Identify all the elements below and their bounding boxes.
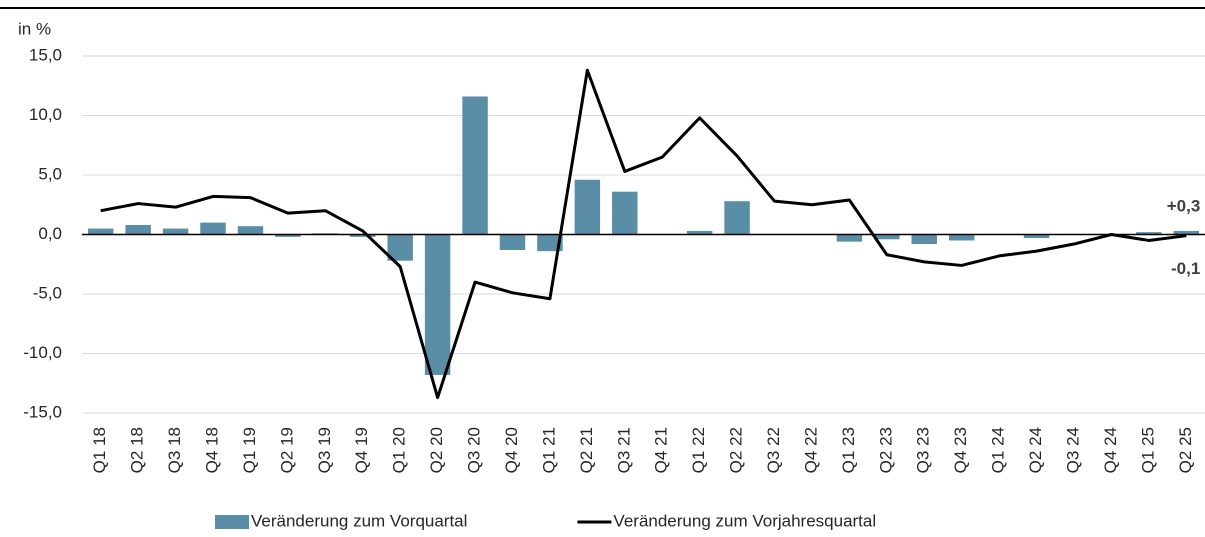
bar (948, 234, 975, 241)
x-tick-label: Q2 21 (577, 427, 596, 473)
x-tick-label: Q3 24 (1063, 427, 1082, 473)
x-tick-label: Q1 19 (240, 427, 259, 473)
bar (874, 234, 900, 240)
y-axis-label: in % (18, 19, 51, 38)
bar (1173, 230, 1200, 235)
legend-label: Veränderung zum Vorjahresquartal (613, 511, 876, 530)
x-tick-label: Q1 20 (390, 427, 409, 473)
x-tick-label: Q2 20 (427, 427, 446, 473)
bar (836, 234, 863, 242)
bar (87, 228, 114, 235)
bar (350, 234, 376, 237)
bar (1023, 234, 1050, 239)
y-tick-label: -10,0 (23, 343, 62, 362)
x-tick-label: Q3 18 (165, 427, 184, 473)
bar (686, 230, 713, 235)
x-tick-label: Q4 22 (801, 427, 820, 473)
bar (574, 179, 601, 235)
x-tick-label: Q2 22 (727, 427, 746, 473)
x-tick-label: Q4 21 (652, 427, 671, 473)
bar (612, 191, 638, 235)
y-tick-label: -15,0 (23, 402, 62, 421)
legend-swatch (215, 515, 249, 529)
x-tick-label: Q2 24 (1026, 427, 1045, 473)
line (100, 68, 1187, 400)
x-tick-label: Q1 21 (539, 427, 558, 473)
data-label: +0,3 (1167, 196, 1201, 215)
bar (237, 226, 264, 235)
bar (162, 228, 189, 235)
x-tick-label: Q4 20 (502, 427, 521, 473)
x-tick-label: Q4 24 (1101, 427, 1120, 473)
x-tick-label: Q1 22 (689, 427, 708, 473)
bar (499, 234, 526, 250)
x-tick-label: Q3 22 (764, 427, 783, 473)
y-tick-label: 15,0 (29, 45, 62, 64)
x-tick-label: Q3 21 (614, 427, 633, 473)
bar (911, 234, 937, 245)
y-tick-label: 10,0 (29, 105, 62, 124)
x-tick-label: Q2 18 (128, 427, 147, 473)
y-tick-label: -5,0 (33, 283, 62, 302)
bar (1136, 232, 1162, 235)
bar (125, 224, 151, 235)
x-tick-label: Q4 23 (951, 427, 970, 473)
x-tick-label: Q2 19 (277, 427, 296, 473)
bar (200, 222, 226, 235)
y-tick-label: 5,0 (38, 164, 62, 183)
bar (424, 234, 451, 375)
x-tick-label: Q1 25 (1138, 427, 1157, 473)
legend-label: Veränderung zum Vorquartal (251, 511, 467, 530)
x-tick-label: Q3 19 (315, 427, 334, 473)
bar (275, 234, 301, 237)
x-tick-label: Q1 23 (839, 427, 858, 473)
x-tick-label: Q3 23 (914, 427, 933, 473)
x-tick-label: Q1 18 (90, 427, 109, 473)
x-tick-label: Q4 19 (352, 427, 371, 473)
x-tick-label: Q2 23 (876, 427, 895, 473)
bar (462, 96, 488, 235)
x-tick-label: Q1 24 (989, 427, 1008, 473)
bar (724, 201, 750, 235)
data-label: -0,1 (1171, 259, 1200, 278)
x-tick-label: Q2 25 (1176, 427, 1195, 473)
bar (537, 234, 563, 252)
x-tick-label: Q3 20 (465, 427, 484, 473)
y-tick-label: 0,0 (38, 224, 62, 243)
x-tick-label: Q4 18 (203, 427, 222, 473)
bar (387, 234, 413, 261)
